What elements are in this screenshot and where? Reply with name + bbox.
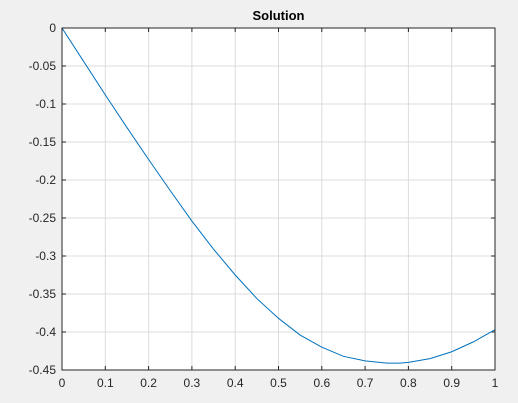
x-tick-label: 0.5 <box>270 376 287 390</box>
x-tick-label: 0.9 <box>443 376 460 390</box>
y-tick-label: -0.45 <box>29 363 57 377</box>
y-tick-labels: 0 -0.05 -0.1 -0.15 -0.2 -0.25 -0.3 -0.35 -0.4 -0.… <box>29 21 57 377</box>
x-tick-label: 0.2 <box>140 376 157 390</box>
y-tick-label: -0.05 <box>29 59 57 73</box>
y-tick-label: -0.3 <box>35 249 56 263</box>
x-tick-label: 0.3 <box>184 376 201 390</box>
x-tick-label: 0.4 <box>227 376 244 390</box>
plot-box <box>61 27 496 371</box>
y-tick-label: -0.2 <box>35 173 56 187</box>
y-tick-label: -0.25 <box>29 211 57 225</box>
y-tick-label: -0.4 <box>35 325 56 339</box>
x-tick-label: 0.1 <box>97 376 114 390</box>
x-tick-label: 0 <box>59 376 66 390</box>
x-tick-labels: 0 0.1 0.2 0.3 0.4 0.5 0.6 0.7 0.8 0.9 1 <box>59 376 499 390</box>
y-tick-label: -0.35 <box>29 287 57 301</box>
y-tick-label: 0 <box>49 21 56 35</box>
x-tick-label: 0.7 <box>357 376 374 390</box>
x-tick-label: 1 <box>492 376 499 390</box>
x-tick-label: 0.6 <box>313 376 330 390</box>
x-tick-label: 0.8 <box>400 376 417 390</box>
chart-title: Solution <box>253 8 305 23</box>
y-tick-label: -0.15 <box>29 135 57 149</box>
y-tick-label: -0.1 <box>35 97 56 111</box>
series-line <box>61 27 496 364</box>
